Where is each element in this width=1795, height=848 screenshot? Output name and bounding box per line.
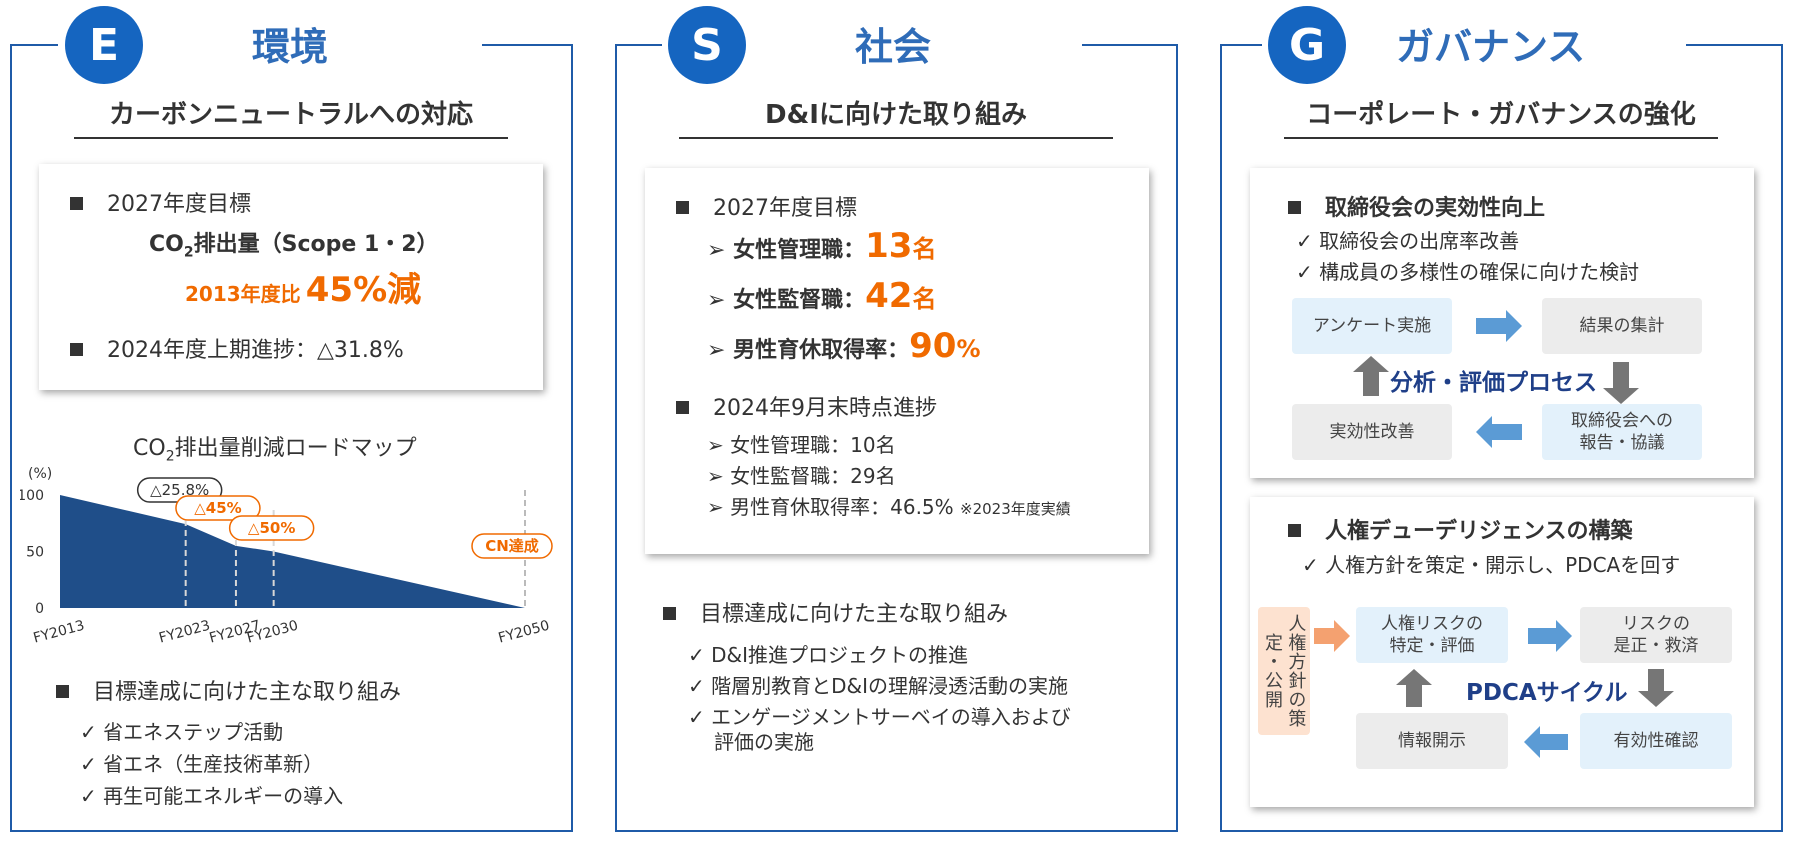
roadmap-area — [60, 495, 525, 608]
list-item: ✓ 再生可能エネルギーの導入 — [80, 784, 344, 808]
arrow-down-icon — [1603, 362, 1639, 404]
list-item: ✓ 人権方針を策定・開示し、PDCAを回す — [1302, 553, 1681, 577]
list-item: ✓ 省エネ（生産技術革新） — [80, 752, 324, 776]
step-tally: 結果の集計 — [1542, 298, 1702, 354]
initiatives-list-e: ✓ 省エネステップ活動 ✓ 省エネ（生産技術革新） ✓ 再生可能エネルギーの導入 — [80, 716, 343, 812]
bullet-square-icon — [70, 342, 83, 356]
initiatives-list-s: ✓ D&I推進プロジェクトの推進 ✓ 階層別教育とD&Iの理解浸透活動の実施 ✓… — [688, 640, 1071, 758]
panel-title-environment: 環境 — [252, 25, 329, 69]
step-improve: 実効性改善 — [1292, 404, 1452, 460]
arrow-right-icon — [1314, 620, 1350, 652]
list-item: ✓ 階層別教育とD&Iの理解浸透活動の実施 — [688, 674, 1069, 698]
x-tick-label: FY2050 — [497, 618, 552, 647]
step-effectiveness: 有効性確認 — [1580, 713, 1732, 769]
cycle-title: PDCAサイクル — [1466, 680, 1628, 706]
annotation-label: △45% — [194, 499, 241, 517]
arrow-down-icon — [1638, 669, 1674, 707]
initiatives-heading-e: 目標達成に向けた主な取り組み — [56, 674, 401, 706]
badge-g: G — [1268, 6, 1346, 84]
arrow-right-icon — [1528, 620, 1572, 652]
target-heading: 2027年度目標 — [70, 186, 251, 218]
target-item: ➢ 女性監督職：42名 — [707, 276, 937, 316]
progress-list-s: ➢ 女性管理職：10名 ➢ 女性監督職：29名 ➢ 男性育休取得率：46.5% … — [707, 430, 1071, 525]
progress-e: 2024年度上期進捗：△31.8% — [70, 332, 404, 364]
bullet-square-icon — [1288, 200, 1301, 214]
arrow-left-icon — [1476, 416, 1522, 448]
subtitle-environment: カーボンニュートラルへの対応 — [74, 94, 508, 139]
panel-title-social: 社会 — [855, 25, 932, 69]
initiatives-heading-s: 目標達成に向けた主な取り組み — [663, 596, 1008, 628]
arrow-right-icon — [1476, 310, 1522, 342]
list-item: ✓ 取締役会の出席率改善 — [1296, 229, 1520, 253]
ratio-target: 2013年度比 45%減 — [185, 270, 422, 310]
step-remedy: リスクの 是正・救済 — [1580, 607, 1732, 663]
list-item: ✓ 構成員の多様性の確保に向けた検討 — [1296, 260, 1640, 284]
step-disclosure: 情報開示 — [1356, 713, 1508, 769]
target-card-s: 2027年度目標 ➢ 女性管理職：13名 ➢ 女性監督職：42名 ➢ 男性育休取… — [645, 168, 1149, 554]
annotation-label: CN達成 — [485, 537, 539, 555]
x-tick-label: FY2013 — [32, 618, 87, 647]
bullet-square-icon — [663, 606, 676, 620]
annotation-bubble — [175, 495, 261, 521]
board-card: 取締役会の実効性向上 ✓ 取締役会の出席率改善 ✓ 構成員の多様性の確保に向けた… — [1250, 168, 1754, 478]
arrow-up-icon — [1353, 356, 1389, 396]
bullet-square-icon — [676, 400, 689, 414]
x-tick-label: FY2023 — [157, 618, 212, 647]
annotation-label: △50% — [248, 519, 295, 537]
list-item: ➢ 女性管理職：10名 — [707, 433, 896, 457]
bullet-square-icon — [70, 196, 83, 210]
arrow-up-icon — [1396, 669, 1432, 707]
co2-target-label: CO2排出量（Scope 1・2） — [149, 232, 439, 261]
hr-card: 人権デューデリジェンスの構築 ✓ 人権方針を策定・開示し、PDCAを回す 人権方… — [1250, 497, 1754, 807]
panel-title-governance: ガバナンス — [1396, 25, 1586, 69]
board-heading: 取締役会の実効性向上 — [1288, 190, 1545, 222]
list-item: ➢ 男性育休取得率：46.5% ※2023年度実績 — [707, 495, 1071, 519]
step-report: 取締役会への 報告・協議 — [1542, 404, 1702, 460]
target-heading-s: 2027年度目標 — [676, 190, 857, 222]
bullet-square-icon — [56, 684, 69, 698]
y-axis-label: (%) — [28, 466, 52, 482]
annotation-label: △25.8% — [150, 481, 209, 499]
progress-heading-s: 2024年9月末時点進捗 — [676, 390, 937, 422]
roadmap-title: CO2排出量削減ロードマップ — [133, 436, 417, 465]
subtitle-governance: コーポレート・ガバナンスの強化 — [1284, 94, 1718, 139]
process-title: 分析・評価プロセス — [1390, 370, 1597, 396]
step-survey: アンケート実施 — [1292, 298, 1452, 354]
y-tick-label: 50 — [26, 545, 44, 561]
policy-box: 人権方針の策定・公開 — [1258, 607, 1310, 735]
target-item: ➢ 男性育休取得率：90% — [707, 326, 981, 366]
target-card-e: 2027年度目標 CO2排出量（Scope 1・2） 2013年度比 45%減 … — [39, 164, 543, 390]
annotation-bubble — [228, 515, 315, 541]
list-item: ✓ エンゲージメントサーベイの導入および — [688, 705, 1071, 729]
badge-s: S — [668, 6, 746, 84]
list-item: ➢ 女性監督職：29名 — [707, 464, 896, 488]
bullet-square-icon — [676, 200, 689, 214]
bullet-square-icon — [1288, 523, 1301, 537]
annotation-bubble — [471, 533, 553, 559]
subtitle-social: D&Iに向けた取り組み — [679, 94, 1113, 139]
y-tick-label: 0 — [35, 601, 44, 617]
step-risk-identify: 人権リスクの 特定・評価 — [1356, 607, 1508, 663]
list-item: ✓ 省エネステップ活動 — [80, 720, 284, 744]
hr-heading: 人権デューデリジェンスの構築 — [1288, 513, 1633, 545]
arrow-left-icon — [1524, 726, 1568, 758]
list-item: ✓ D&I推進プロジェクトの推進 — [688, 643, 969, 667]
list-item: 評価の実施 — [714, 730, 814, 754]
badge-e: E — [65, 6, 143, 84]
y-tick-label: 100 — [20, 488, 44, 504]
board-checks: ✓ 取締役会の出席率改善 ✓ 構成員の多様性の確保に向けた検討 — [1296, 226, 1639, 288]
cycle-arrows — [1314, 620, 1674, 758]
hr-checks: ✓ 人権方針を策定・開示し、PDCAを回す — [1302, 549, 1680, 578]
target-list-s: ➢ 女性管理職：13名 ➢ 女性監督職：42名 ➢ 男性育休取得率：90% — [707, 224, 980, 374]
process-arrows — [1353, 310, 1639, 448]
target-item: ➢ 女性管理職：13名 — [707, 226, 937, 266]
